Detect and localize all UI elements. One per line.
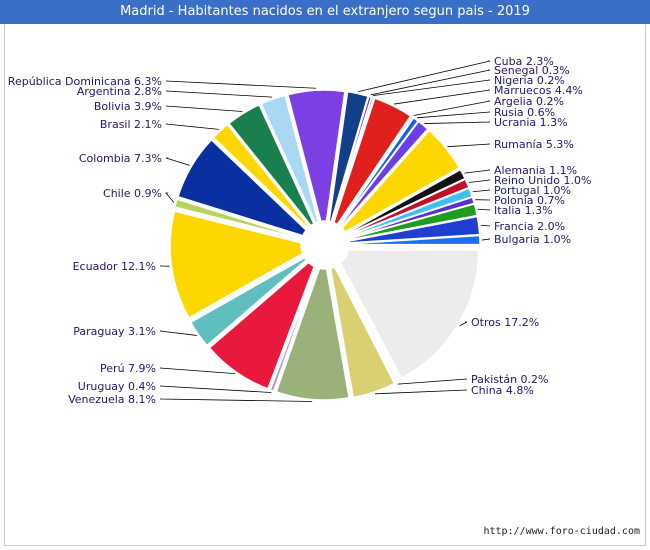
pie-slice-pakistan — [335, 265, 399, 384]
slice-label-pakistan: Pakistán 0.2% — [471, 373, 549, 386]
slice-label-nigeria: Nigeria 0.2% — [494, 74, 565, 87]
leader-line-italia — [477, 208, 491, 211]
leader-line-cuba — [358, 60, 491, 92]
slice-label-brasil: Brasil 2.1% — [100, 118, 162, 131]
slice-label-peru: Perú 7.9% — [100, 362, 156, 375]
slice-label-chile: Chile 0.9% — [103, 187, 162, 200]
slice-label-argentina: Argentina 2.8% — [77, 85, 162, 98]
slice-label-otros: Otros 17.2% — [471, 316, 539, 329]
pie-slice-cuba — [328, 90, 370, 223]
slice-label-marruecos: Marruecos 4.4% — [494, 84, 583, 97]
pie-labels: Otros 17.2% Pakistán 0.2%China 4.8% Venezu… — [8, 55, 592, 406]
slice-label-italia: Italia 1.3% — [494, 204, 553, 217]
pie-slice-chile — [173, 198, 303, 240]
leader-line-uruguay — [159, 385, 272, 393]
pie-slice-italia — [347, 203, 479, 241]
slice-label-francia: Francia 2.0% — [494, 220, 565, 233]
leader-line-otros — [459, 321, 468, 327]
leader-line-argentina — [165, 90, 273, 98]
leader-line-brasil — [165, 123, 219, 130]
pie-slice-peru — [208, 261, 316, 390]
leader-line-portugal — [472, 189, 491, 193]
pie-slice-bolivia — [227, 103, 315, 227]
leader-line-francia — [480, 224, 491, 227]
slice-label-bulgaria: Bulgaria 1.0% — [494, 233, 571, 246]
pie-slice-paraguay — [189, 256, 308, 347]
leader-line-venezuela — [159, 398, 313, 402]
leader-line-argelia — [413, 100, 491, 116]
pie-slice-colombia — [177, 138, 308, 237]
slice-label-rusia: Rusia 0.6% — [494, 106, 555, 119]
slice-label-uruguay: Uruguay 0.4% — [78, 380, 156, 393]
slice-label-paraguay: Paraguay 3.1% — [73, 325, 156, 338]
slice-label-cuba: Cuba 2.3% — [494, 55, 554, 68]
pie-slice-otros — [339, 249, 480, 380]
source-url: http://www.foro-ciudad.com — [483, 526, 640, 537]
slice-label-colombia: Colombia 7.3% — [79, 152, 162, 165]
pie-slice-brasil — [212, 123, 311, 230]
leader-line-chile — [165, 192, 175, 203]
leader-line-pakistan — [397, 378, 468, 385]
leader-line-marruecos — [394, 89, 491, 105]
pie-slice-rumania — [341, 129, 461, 233]
slice-label-republica-dominicana: República Dominicana 6.3% — [8, 75, 162, 88]
pie-slices — [169, 89, 481, 401]
pie-slice-uruguay — [269, 266, 318, 393]
leader-line-peru — [159, 367, 236, 375]
slice-label-argelia: Argelia 0.2% — [494, 95, 564, 108]
leader-line-paraguay — [159, 330, 197, 336]
slice-label-senegal: Senegal 0.3% — [494, 64, 570, 77]
pie-slice-bulgaria — [348, 234, 481, 246]
pie-slice-ecuador — [169, 210, 304, 319]
pie-slice-venezuela — [275, 267, 351, 401]
slice-label-china: China 4.8% — [471, 384, 534, 397]
leader-line-bolivia — [165, 105, 243, 112]
slice-label-alemania: Alemania 1.1% — [494, 164, 577, 177]
pie-slice-china — [329, 265, 396, 399]
leader-line-republica-dominicana — [165, 80, 317, 89]
slice-label-ucrania: Ucrania 1.3% — [494, 116, 568, 129]
slice-label-rumania: Rumanía 5.3% — [494, 138, 574, 151]
leader-line-rumania — [447, 143, 491, 148]
leader-line-bulgaria — [481, 238, 491, 241]
pie-slice-argentina — [260, 94, 320, 224]
pie-slice-marruecos — [332, 97, 412, 226]
leader-line-ucrania — [424, 121, 491, 124]
leader-line-rusia — [417, 111, 491, 119]
leader-line-reino-unido — [468, 179, 491, 183]
leader-line-nigeria — [373, 79, 491, 96]
leader-line-china — [375, 389, 468, 395]
slice-label-bolivia: Bolivia 3.9% — [94, 100, 162, 113]
pie-slice-nigeria — [331, 96, 375, 224]
slice-label-reino-unido: Reino Unido 1.0% — [494, 174, 591, 187]
leader-line-senegal — [370, 69, 491, 96]
leader-line-colombia — [165, 157, 190, 166]
pie-slice-republica-dominicana — [286, 89, 346, 223]
slice-label-polonia: Polonia 0.7% — [494, 194, 565, 207]
leader-line-alemania — [464, 169, 491, 174]
slice-label-portugal: Portugal 1.0% — [494, 184, 571, 197]
slice-label-venezuela: Venezuela 8.1% — [68, 393, 156, 406]
slice-label-ecuador: Ecuador 12.1% — [73, 260, 156, 273]
chart-title: Madrid - Habitantes nacidos en el extran… — [0, 0, 650, 24]
pie-slice-francia — [347, 215, 481, 244]
pie-slice-ucrania — [338, 120, 429, 228]
